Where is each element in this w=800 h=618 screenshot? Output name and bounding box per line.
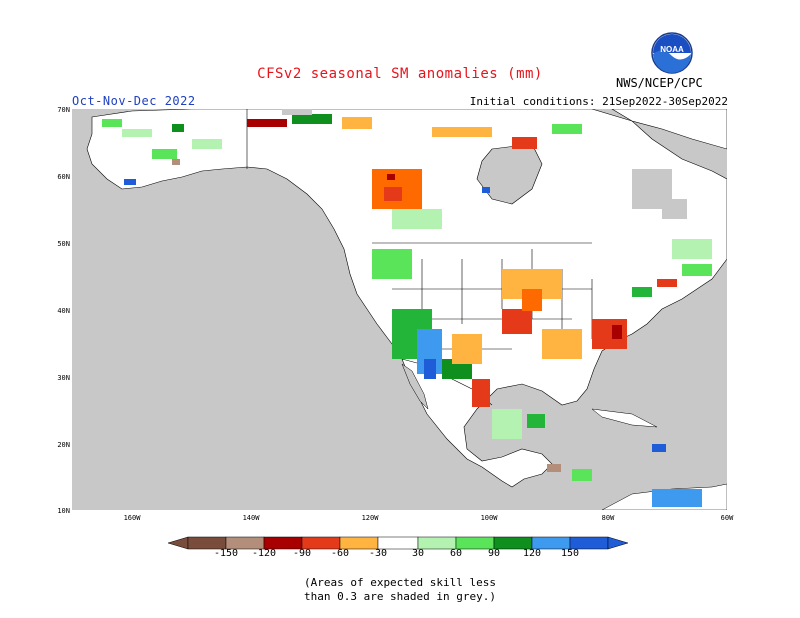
lon-label: 120W — [361, 514, 379, 522]
lat-label: 30N — [57, 374, 70, 382]
cuba — [591, 408, 658, 428]
lon-label: 100W — [480, 514, 498, 522]
lat-label: 70N — [57, 106, 70, 114]
lat-label: 10N — [57, 507, 70, 515]
colorbar-label: 150 — [560, 548, 580, 559]
colorbar-label: 60 — [449, 548, 463, 559]
low-skill-areas — [282, 109, 687, 219]
logo-text: NOAA — [660, 45, 684, 54]
colorbar-arrow-right — [607, 536, 628, 550]
lat-label: 40N — [57, 307, 70, 315]
colorbar-label: -150 — [213, 548, 239, 559]
colorbar-label: -60 — [330, 548, 350, 559]
lon-label: 60W — [720, 514, 734, 522]
colorbar-label: 30 — [411, 548, 425, 559]
colorbar-label: 90 — [487, 548, 501, 559]
noaa-logo: NOAA — [651, 32, 693, 74]
gulf-of-california — [401, 363, 429, 410]
lon-label: 160W — [123, 514, 141, 522]
colorbar-label: -90 — [292, 548, 312, 559]
colorbar-label: 120 — [522, 548, 542, 559]
hudson-bay — [476, 143, 543, 205]
lon-label: 80W — [601, 514, 615, 522]
initial-conditions: Initial conditions: 21Sep2022-30Sep2022 — [469, 95, 728, 108]
colorbar-label: -120 — [251, 548, 277, 559]
lat-label: 20N — [57, 441, 70, 449]
lat-label: 50N — [57, 240, 70, 248]
lon-label: 140W — [242, 514, 260, 522]
anomaly-map — [72, 109, 727, 510]
north-america-land — [86, 109, 727, 488]
source-label: NWS/NCEP/CPC — [616, 76, 703, 90]
skill-note: (Areas of expected skill less than 0.3 a… — [303, 576, 497, 603]
chart-title: CFSv2 seasonal SM anomalies (mm) — [257, 66, 543, 82]
lat-label: 60N — [57, 173, 70, 181]
colorbar — [168, 536, 628, 550]
colorbar-label: -30 — [368, 548, 388, 559]
colorbar-arrow-left — [168, 536, 189, 550]
greenland-land — [611, 109, 727, 150]
period-label: Oct-Nov-Dec 2022 — [72, 94, 196, 108]
anomaly-patches — [102, 114, 712, 507]
